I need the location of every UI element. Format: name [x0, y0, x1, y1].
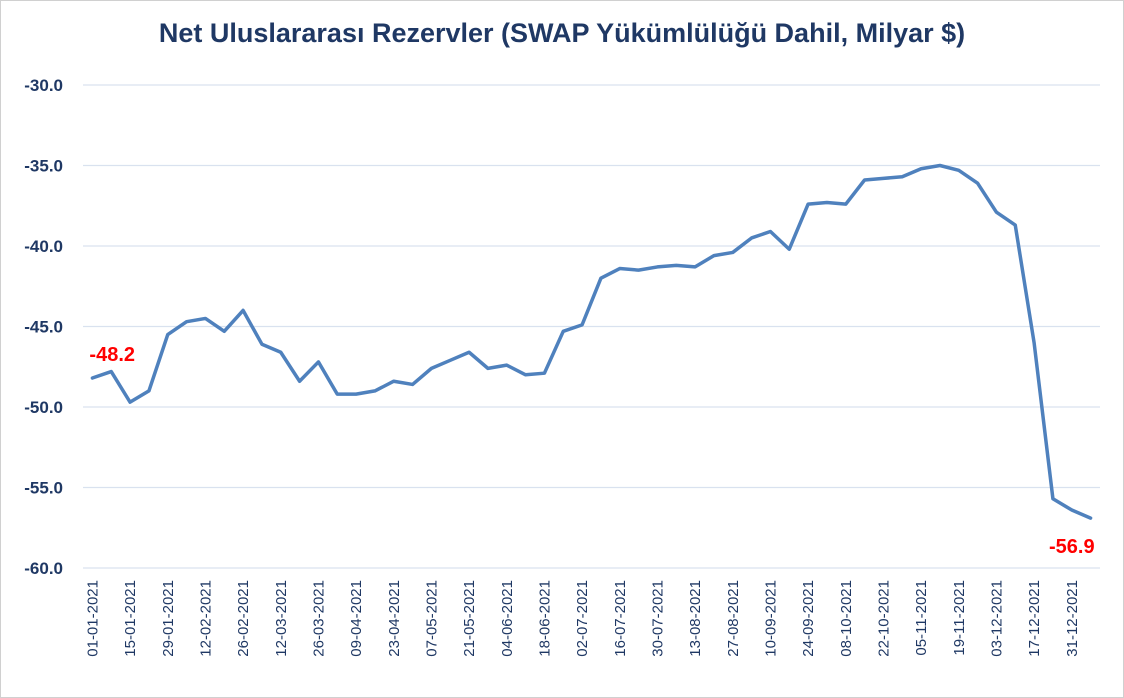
x-tick-label: 26-02-2021 — [235, 580, 252, 657]
x-tick-label: 04-06-2021 — [499, 580, 516, 657]
gridlines — [83, 84, 1100, 569]
x-tick-label: 10-09-2021 — [762, 580, 779, 657]
x-tick-label: 17-12-2021 — [1026, 580, 1043, 657]
x-tick-label: 26-03-2021 — [310, 580, 327, 657]
data-labels: -48.2 -56.9 — [89, 344, 1094, 558]
x-tick-label: 12-02-2021 — [197, 580, 214, 657]
y-tick-label: -55.0 — [24, 479, 63, 498]
x-tick-label: 18-06-2021 — [536, 580, 553, 657]
x-tick-label: 05-11-2021 — [913, 580, 930, 656]
series-layer — [90, 163, 1093, 520]
x-tick-label: 03-12-2021 — [988, 580, 1005, 657]
x-tick-label: 12-03-2021 — [273, 580, 290, 657]
x-tick-label: 30-07-2021 — [649, 580, 666, 657]
x-tick-label: 02-07-2021 — [574, 580, 591, 657]
x-tick-label: 09-04-2021 — [348, 580, 365, 657]
x-tick-label: 31-12-2021 — [1064, 580, 1081, 657]
x-tick-label: 01-01-2021 — [84, 580, 101, 657]
series-line — [90, 163, 1093, 520]
data-label-last: -56.9 — [1049, 536, 1095, 558]
x-tick-label: 23-04-2021 — [386, 580, 403, 657]
y-axis-ticks: -30.0 -35.0 -40.0 -45.0 -50.0 -55.0 -60.0 — [24, 76, 63, 578]
y-tick-label: -30.0 — [24, 76, 63, 95]
y-tick-label: -40.0 — [24, 237, 63, 256]
x-tick-label: 15-01-2021 — [122, 580, 139, 657]
chart-title: Net Uluslararası Rezervler (SWAP Yükümlü… — [158, 18, 966, 48]
y-tick-label: -50.0 — [24, 398, 63, 417]
x-tick-label: 08-10-2021 — [838, 580, 855, 657]
x-tick-label: 24-09-2021 — [800, 580, 817, 657]
x-tick-label: 16-07-2021 — [612, 580, 629, 657]
data-label-first: -48.2 — [89, 344, 135, 366]
x-axis-ticks: 01-01-2021 15-01-2021 29-01-2021 12-02-2021… — [84, 580, 1080, 657]
x-tick-label: 21-05-2021 — [461, 580, 478, 657]
y-tick-label: -45.0 — [24, 318, 63, 337]
x-tick-label: 19-11-2021 — [951, 580, 968, 656]
y-tick-label: -35.0 — [24, 157, 63, 176]
x-tick-label: 29-01-2021 — [160, 580, 177, 657]
x-tick-label: 22-10-2021 — [875, 580, 892, 657]
x-tick-label: 27-08-2021 — [725, 580, 742, 657]
x-tick-label: 13-08-2021 — [687, 580, 704, 657]
x-tick-label: 07-05-2021 — [423, 580, 440, 657]
y-tick-label: -60.0 — [24, 559, 63, 578]
